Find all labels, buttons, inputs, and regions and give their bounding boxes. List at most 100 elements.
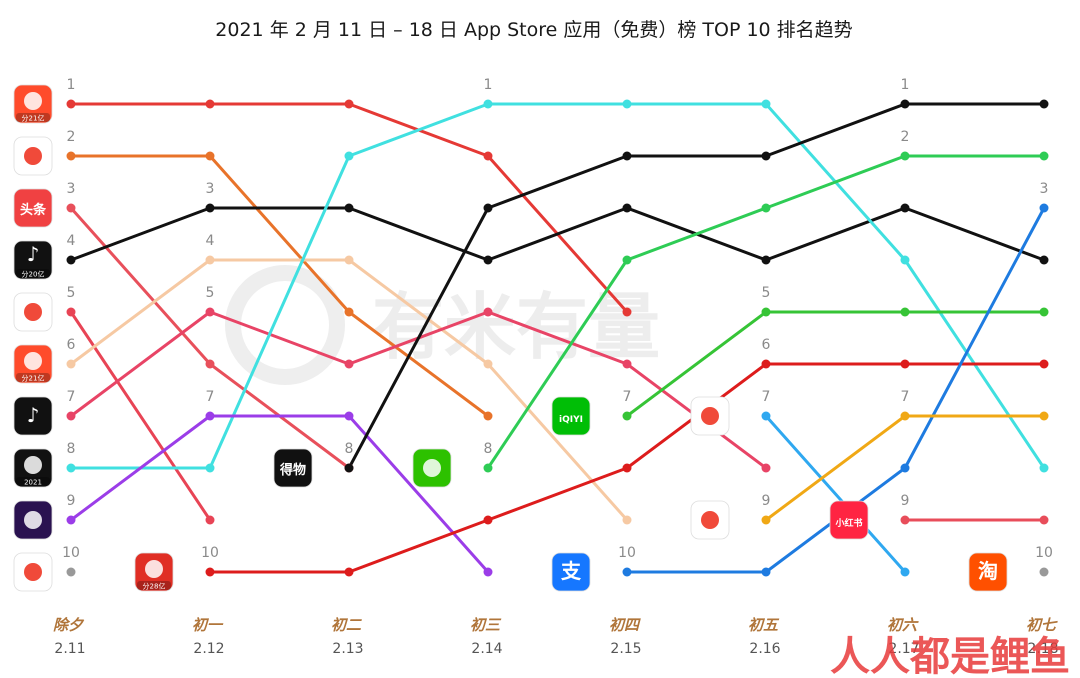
data-point	[1039, 203, 1049, 213]
icon-mark	[24, 352, 42, 370]
data-point	[66, 411, 76, 421]
rank-label: 7	[67, 389, 76, 405]
data-point	[1039, 567, 1049, 577]
rank-label: 7	[762, 389, 771, 405]
rank-label: 6	[762, 337, 771, 353]
data-point	[344, 463, 354, 473]
watermark-logo-ring	[225, 265, 345, 385]
data-point	[483, 515, 493, 525]
x-tick-date-label: 2.12	[193, 641, 224, 657]
series-line-13	[625, 310, 1046, 418]
icon-mark	[24, 563, 42, 581]
data-point	[900, 255, 910, 265]
baidu-netdisk-icon	[690, 396, 730, 436]
x-tick-date-label: 2.13	[332, 641, 363, 657]
data-point	[622, 307, 632, 317]
data-point	[483, 99, 493, 109]
data-point	[344, 203, 354, 213]
data-point	[1039, 99, 1049, 109]
watermark-text: 有米有量	[372, 285, 660, 369]
data-point	[761, 463, 771, 473]
data-point	[900, 567, 910, 577]
rank-label: 5	[762, 285, 771, 301]
data-point	[205, 99, 215, 109]
rank-label: 9	[901, 493, 910, 509]
douyin-lite-icon: ♪	[13, 396, 53, 436]
icon-badge	[137, 581, 171, 590]
corner-watermark: 人人都是鲤鱼	[830, 634, 1070, 678]
watermark-layer: 有米有量	[225, 265, 660, 385]
series-line-3	[69, 206, 1046, 262]
data-point	[622, 567, 632, 577]
icon-mark	[423, 459, 441, 477]
rank-label: 10	[62, 545, 80, 561]
rank-label: 5	[206, 285, 215, 301]
data-point	[761, 307, 771, 317]
data-point	[66, 203, 76, 213]
rank-label: 10	[618, 545, 636, 561]
data-point	[344, 411, 354, 421]
data-point	[205, 463, 215, 473]
data-point	[900, 411, 910, 421]
rank-label: 5	[67, 285, 76, 301]
data-point	[900, 359, 910, 369]
icon-background	[551, 396, 591, 436]
icon-mark	[24, 147, 42, 165]
wechat-icon	[412, 448, 452, 488]
data-point	[622, 255, 632, 265]
data-point	[344, 151, 354, 161]
x-tick-date-label: 2.18	[1027, 641, 1058, 657]
data-point	[1039, 515, 1049, 525]
x-tick-day-label: 初四	[609, 616, 641, 634]
x-tick-date-label: 2.17	[888, 641, 919, 657]
rank-label: 7	[901, 389, 910, 405]
rank-label: 8	[67, 441, 76, 457]
data-point	[66, 307, 76, 317]
douyin-icon: ♪ 分20亿	[13, 240, 53, 280]
data-point	[622, 411, 632, 421]
rank-label: 1	[484, 77, 493, 93]
series-line-4	[69, 310, 212, 522]
rank-label: 8	[484, 441, 493, 457]
data-point	[483, 411, 493, 421]
rank-label: 2	[67, 129, 76, 145]
data-point	[66, 99, 76, 109]
x-tick-date-label: 2.15	[610, 641, 641, 657]
rank-label: 2	[901, 129, 910, 145]
data-point	[344, 359, 354, 369]
data-point	[900, 463, 910, 473]
xiaohongshu-icon: 小红书	[829, 500, 869, 540]
data-point	[66, 515, 76, 525]
icon-glyph: 得物	[279, 462, 306, 478]
x-tick-day-label: 初五	[748, 616, 780, 634]
data-point	[66, 151, 76, 161]
data-point	[205, 307, 215, 317]
icon-badge	[16, 113, 50, 122]
rank-label: 6	[67, 337, 76, 353]
data-point	[622, 515, 632, 525]
icon-background	[829, 500, 869, 540]
icon-badge-text: 分28亿	[143, 582, 166, 591]
data-point	[483, 255, 493, 265]
data-point	[761, 151, 771, 161]
data-point	[761, 99, 771, 109]
data-point	[622, 359, 632, 369]
data-point	[66, 255, 76, 265]
x-tick-date-label: 2.16	[749, 641, 780, 657]
x-tick-day-label: 初三	[470, 616, 502, 634]
data-point	[344, 99, 354, 109]
play-icon	[13, 292, 53, 332]
data-point	[1039, 359, 1049, 369]
icon-badge-text: 2021	[24, 479, 42, 487]
rank-label: 10	[201, 545, 219, 561]
rank-label: 8	[345, 441, 354, 457]
data-point	[761, 255, 771, 265]
icon-mark	[24, 92, 42, 110]
rank-label: 3	[206, 181, 215, 197]
data-point	[900, 515, 910, 525]
pinduoduo-icon: 分28亿	[134, 552, 174, 592]
data-point	[761, 411, 771, 421]
dewu-icon: 得物	[273, 448, 313, 488]
data-point	[900, 151, 910, 161]
